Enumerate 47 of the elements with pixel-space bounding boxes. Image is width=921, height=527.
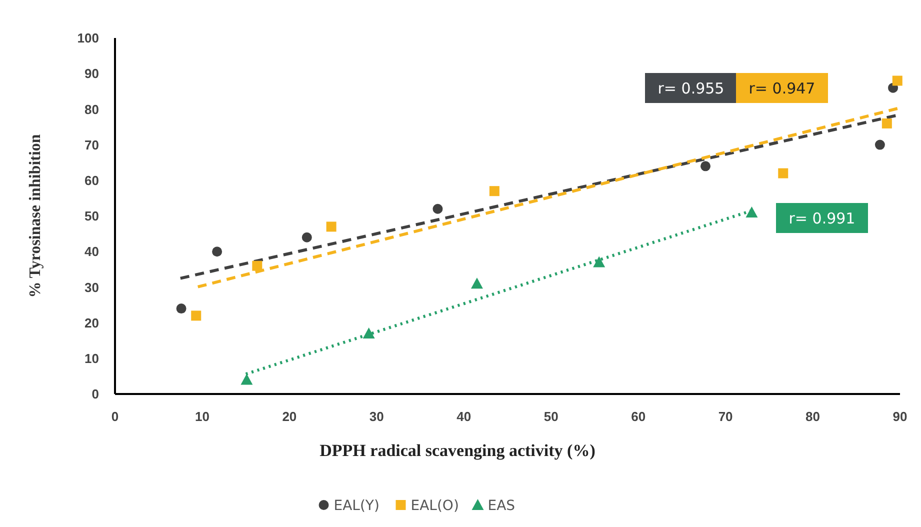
x-axis-title: DPPH radical scavenging activity (%) (320, 441, 596, 460)
x-tick-label: 0 (111, 409, 119, 424)
point (892, 76, 902, 86)
x-tick-label: 50 (544, 409, 558, 424)
x-tick-label: 70 (718, 409, 733, 424)
point (302, 232, 312, 242)
y-tick-label: 80 (84, 102, 99, 117)
point (593, 256, 606, 268)
point (874, 140, 885, 150)
y-tick-label: 40 (84, 244, 99, 260)
legend-label: EAL(Y) (334, 498, 380, 514)
point (882, 118, 892, 128)
y-tick-label: 60 (84, 172, 99, 188)
point (191, 310, 202, 321)
y-tick-label: 20 (84, 315, 99, 330)
point (252, 260, 262, 271)
x-tick-label: 10 (194, 409, 210, 424)
annotation: r= 0.955 (658, 79, 724, 98)
y-axis-title: % Tyrosinase inhibition (27, 134, 44, 298)
legend-label: EAL(O) (410, 498, 459, 514)
y-tick-label: 70 (84, 137, 99, 152)
x-tick-label: 30 (369, 409, 384, 424)
point (176, 304, 186, 314)
x-tick-label: 80 (806, 409, 820, 424)
point (746, 206, 758, 218)
x-tick-label: 20 (282, 409, 297, 424)
y-tick-label: 0 (92, 386, 99, 402)
y-tick-label: 10 (84, 350, 99, 366)
x-tick-label: 40 (456, 409, 472, 424)
annotation: r= 0.991 (788, 209, 856, 228)
legend-label: EAS (488, 498, 516, 514)
point (432, 204, 443, 214)
point (212, 246, 222, 257)
y-tick-label: 50 (84, 208, 99, 224)
point (470, 278, 483, 289)
point (778, 168, 788, 178)
y-tick-label: 100 (77, 30, 99, 46)
y-tick-label: 30 (84, 280, 99, 295)
annotation: r= 0.947 (748, 79, 816, 98)
point (326, 222, 336, 232)
point (700, 161, 710, 172)
point (240, 374, 253, 385)
point (489, 186, 500, 196)
x-tick-label: 90 (892, 409, 908, 424)
point (362, 327, 375, 338)
x-tick-label: 60 (631, 409, 646, 424)
y-tick-label: 90 (84, 66, 99, 82)
